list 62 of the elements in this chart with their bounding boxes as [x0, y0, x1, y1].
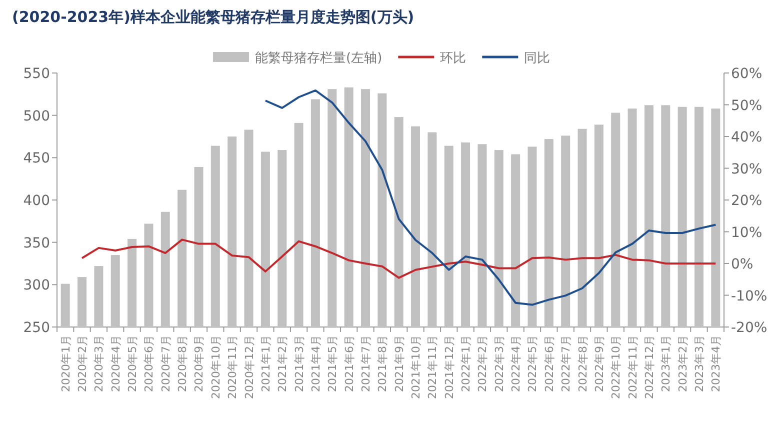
y-tick-label: 400 [23, 193, 50, 209]
line-series [264, 89, 717, 306]
x-tick-label: 2023年1月 [660, 335, 673, 392]
legend-label: 环比 [440, 51, 466, 66]
legend-label: 同比 [524, 51, 550, 66]
x-tick-label: 2022年2月 [476, 335, 490, 392]
x-tick-label: 2020年8月 [176, 335, 190, 392]
y2-tick-label: 10% [731, 224, 762, 241]
x-tick-label: 2023年3月 [692, 335, 706, 392]
y2-tick-label: 50% [731, 98, 762, 114]
x-tick-label: 2020年11月 [226, 335, 240, 399]
x-tick-label: 2022年5月 [526, 335, 540, 392]
y2-tick-label: 40% [731, 130, 762, 146]
x-tick-label: 2020年9月 [192, 335, 206, 392]
y2-tick-label: 30% [731, 161, 762, 178]
y-tick-label: 250 [23, 320, 50, 336]
y-tick-label: 350 [23, 235, 50, 252]
x-tick-label: 2022年8月 [576, 335, 590, 392]
x-tick-label: 2021年8月 [376, 335, 390, 392]
x-tick-label: 2020年10月 [209, 335, 222, 399]
x-tick-label: 2020年6月 [142, 335, 156, 392]
chart-title: (2020-2023年)样本企业能繁母猪存栏量月度走势图(万头) [12, 8, 414, 26]
x-tick-label: 2021年6月 [342, 335, 356, 392]
x-tick-label: 2021年5月 [326, 335, 340, 392]
line-series [81, 238, 717, 279]
x-tick-label: 2021年1月 [259, 335, 272, 392]
x-tick-label: 2020年3月 [92, 335, 106, 392]
x-tick-label: 2021年2月 [276, 335, 290, 392]
x-tick-label: 2021年12月 [442, 335, 456, 399]
x-tick-label: 2020年4月 [109, 335, 122, 392]
x-tick-label: 2023年4月 [710, 335, 723, 392]
y-tick-label: 450 [23, 150, 50, 167]
x-tick-label: 2022年10月 [610, 335, 623, 399]
x-tick-label: 2021年11月 [426, 335, 440, 399]
x-tick-label: 2020年7月 [159, 335, 172, 392]
x-tick-label: 2020年12月 [242, 335, 256, 399]
y2-tick-label: -20% [731, 320, 768, 336]
x-tick-label: 2021年9月 [392, 335, 406, 392]
y-tick-label: 500 [23, 108, 50, 124]
y-tick-label: 550 [23, 66, 50, 82]
x-tick-label: 2023年2月 [676, 335, 690, 392]
x-tick-label: 2021年3月 [292, 335, 306, 392]
x-tick-label: 2020年1月 [59, 335, 72, 392]
x-tick-label: 2020年2月 [76, 335, 90, 392]
x-tick-label: 2022年11月 [626, 335, 640, 399]
x-tick-label: 2022年7月 [560, 335, 573, 392]
x-tick-label: 2022年4月 [510, 335, 523, 392]
y2-tick-label: -10% [731, 288, 768, 304]
legend-label: 能繁母猪存栏量(左轴) [255, 51, 382, 66]
x-tick-label: 2022年6月 [542, 335, 556, 392]
y-tick-label: 300 [23, 278, 50, 294]
y2-tick-label: 0% [731, 256, 754, 272]
x-tick-label: 2022年9月 [592, 335, 606, 392]
x-tick-label: 2021年7月 [359, 335, 372, 392]
x-tick-label: 2022年12月 [642, 335, 656, 399]
x-tick-label: 2020年5月 [126, 335, 140, 392]
x-tick-label: 2021年4月 [309, 335, 322, 392]
x-tick-label: 2021年10月 [410, 335, 423, 399]
x-tick-label: 2022年3月 [492, 335, 506, 392]
y2-tick-label: 20% [731, 193, 762, 209]
x-tick-label: 2022年1月 [460, 335, 473, 392]
y2-tick-label: 60% [731, 66, 762, 82]
